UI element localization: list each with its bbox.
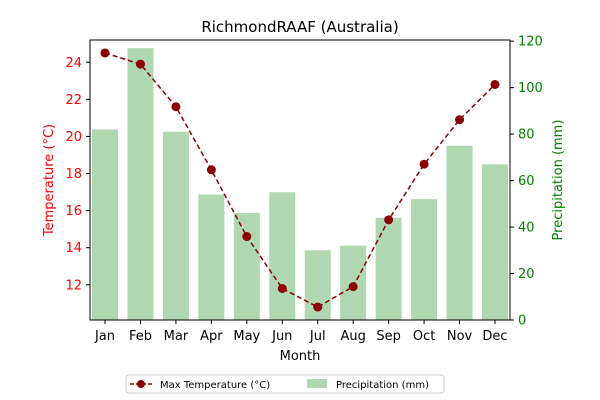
x-tick-label: Dec [482, 329, 507, 344]
temperature-point-jan [100, 48, 110, 58]
y-right-tick-label: 20 [518, 267, 535, 282]
legend: Max Temperature (°C) Precipitation (mm) [125, 374, 445, 394]
x-tick-label: Apr [200, 329, 223, 344]
y-axis-right-label: Precipitation (mm) [551, 120, 566, 241]
y-left-tick-label: 20 [65, 130, 82, 145]
temperature-point-dec [490, 80, 500, 90]
precip-bar-jun [269, 192, 296, 320]
x-tick-label: Aug [340, 329, 365, 344]
precipitation-bars [92, 48, 508, 320]
y-right-tick-label: 60 [518, 174, 535, 189]
temperature-point-may [242, 232, 252, 242]
temperature-series-line [104, 52, 496, 308]
y-right-tick-label: 120 [518, 35, 543, 50]
temperature-point-mar [171, 102, 181, 112]
temperature-point-jun [277, 283, 287, 293]
y-right-tick-label: 100 [518, 81, 543, 96]
y-axis-left-label: Temperature (°C) [42, 124, 57, 237]
x-tick-label: Feb [129, 329, 152, 344]
temperature-point-apr [206, 165, 216, 175]
y-right-tick-label: 0 [518, 314, 526, 329]
temperature-point-feb [135, 59, 145, 69]
y-left-tick-label: 16 [65, 204, 82, 219]
precip-bar-apr [198, 194, 225, 320]
y-right-tick-label: 80 [518, 128, 535, 143]
precip-bar-feb [127, 48, 154, 320]
y-right-tick-label: 40 [518, 221, 535, 236]
legend-label-temperature: Max Temperature (°C) [160, 380, 270, 391]
x-tick-label: Mar [164, 329, 189, 344]
x-axis-label: Month [280, 349, 321, 364]
precip-bar-jan [92, 129, 118, 320]
x-tick-label: May [233, 329, 260, 344]
temperature-point-oct [419, 159, 429, 169]
legend-frame [125, 374, 445, 394]
x-tick-label: Jun [271, 329, 292, 344]
precip-bar-nov [446, 145, 473, 320]
legend-line-marker [137, 380, 145, 388]
y-left-tick-label: 18 [65, 167, 82, 182]
temperature-point-aug [348, 282, 358, 292]
precip-bar-mar [162, 131, 189, 320]
x-tick-label: Jul [309, 329, 326, 344]
x-axis: Jan Feb Mar Apr May Jun Jul Aug Sep Oct Nov Dec [94, 320, 508, 344]
y-axis-right: 0 20 40 60 80 100 120 [510, 35, 543, 329]
temperature-point-jul [313, 302, 323, 312]
precip-bar-may [233, 213, 260, 320]
x-tick-label: Oct [413, 329, 435, 344]
precip-bar-dec [482, 164, 508, 320]
precip-bar-sep [375, 217, 402, 320]
chart-title: RichmondRAAF (Australia) [201, 18, 398, 36]
y-left-tick-label: 14 [65, 241, 82, 256]
temperature-point-sep [384, 215, 394, 225]
plot-frame [89, 39, 511, 321]
y-left-tick-label: 12 [65, 278, 82, 293]
y-left-tick-label: 22 [65, 93, 82, 108]
precip-bar-oct [411, 199, 438, 320]
temperature-point-nov [455, 115, 465, 125]
legend-bar-swatch [307, 379, 327, 388]
temperature-line [100, 48, 500, 312]
x-tick-label: Nov [447, 329, 473, 344]
y-left-tick-label: 24 [65, 56, 82, 71]
y-axis-left: 12 14 16 18 20 22 24 [65, 56, 90, 293]
x-tick-label: Jan [94, 329, 115, 344]
legend-label-precipitation: Precipitation (mm) [336, 380, 429, 391]
x-tick-label: Sep [376, 329, 401, 344]
